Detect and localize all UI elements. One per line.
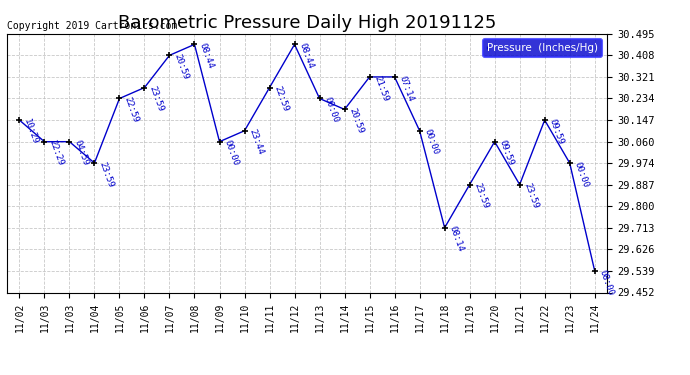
Text: 07:14: 07:14 [397, 74, 415, 102]
Text: 00:00: 00:00 [222, 139, 240, 167]
Text: 09:59: 09:59 [547, 117, 565, 146]
Text: 22:59: 22:59 [273, 85, 290, 113]
Legend: Pressure  (Inches/Hg): Pressure (Inches/Hg) [483, 39, 602, 57]
Text: 23:44: 23:44 [247, 128, 265, 156]
Text: 10:29: 10:29 [22, 117, 40, 146]
Text: 23:59: 23:59 [97, 160, 115, 189]
Text: 00:00: 00:00 [322, 96, 340, 124]
Text: 23:59: 23:59 [147, 85, 165, 113]
Text: 23:59: 23:59 [473, 182, 490, 210]
Text: 04:59: 04:59 [72, 139, 90, 167]
Text: Copyright 2019 Cartronics.com: Copyright 2019 Cartronics.com [7, 21, 177, 31]
Text: 23:59: 23:59 [522, 182, 540, 210]
Text: 22:59: 22:59 [122, 96, 140, 124]
Text: 22:29: 22:29 [47, 139, 65, 167]
Text: 08:44: 08:44 [197, 42, 215, 70]
Text: 08:14: 08:14 [447, 225, 465, 253]
Text: 20:59: 20:59 [347, 106, 365, 135]
Title: Barometric Pressure Daily High 20191125: Barometric Pressure Daily High 20191125 [118, 14, 496, 32]
Text: 00:00: 00:00 [573, 160, 590, 189]
Text: 20:59: 20:59 [172, 53, 190, 81]
Text: 00:00: 00:00 [422, 128, 440, 156]
Text: 08:00: 08:00 [598, 268, 615, 297]
Text: 21:59: 21:59 [373, 74, 390, 102]
Text: 08:44: 08:44 [297, 42, 315, 70]
Text: 09:59: 09:59 [497, 139, 515, 167]
